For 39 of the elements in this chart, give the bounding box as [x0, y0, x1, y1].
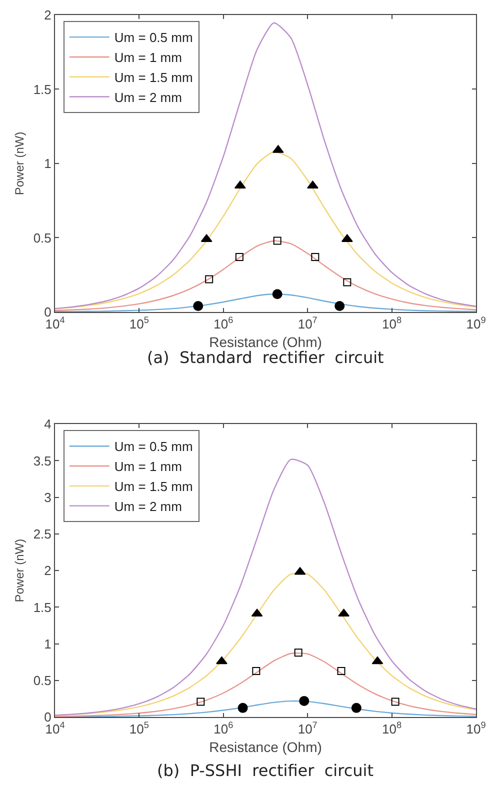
text: (b) P-SSHI rectifier circuit	[157, 761, 374, 780]
y-tick-label: 2	[44, 8, 52, 23]
y-tick-label: 1	[44, 636, 52, 652]
legend-label: Um = 1.5 mm	[114, 70, 193, 85]
y-axis-title: Power (nW)	[12, 538, 27, 602]
y-tick-label: 1	[44, 156, 52, 172]
y-axis-title: Power (nW)	[12, 132, 27, 196]
legend-label: Um = 2 mm	[114, 90, 182, 105]
line-series	[55, 458, 476, 716]
y-tick-label: 3	[44, 490, 52, 505]
legend-label: Um = 1 mm	[114, 459, 182, 474]
legend-label: Um = 2 mm	[114, 498, 182, 514]
x-tick-label: 10$^{8}$	[382, 720, 402, 737]
x-tick-label: 10$^{9}$	[466, 315, 486, 332]
legend-label: Um = 0.5 mm	[114, 439, 193, 454]
legend-label: Um = 1.5 mm	[114, 479, 193, 494]
y-tick-label: 2	[44, 563, 52, 578]
y-tick-label: 0.5	[33, 230, 52, 246]
x-tick-label: 10$^{6}$	[214, 315, 234, 332]
x-tick-label: 10$^{7}$	[298, 315, 318, 332]
x-axis-title: Resistance (Ohm)	[209, 738, 322, 755]
line-series	[55, 22, 476, 310]
x-tick-label: 10$^{8}$	[382, 315, 402, 332]
y-tick-label: 3.5	[33, 453, 52, 468]
x-tick-label: 10$^{5}$	[129, 315, 149, 332]
y-tick-label: 4	[44, 416, 52, 432]
x-axis-title: Resistance (Ohm)	[209, 334, 322, 350]
line-series	[55, 572, 476, 716]
x-tick-label: 10$^{6}$	[214, 720, 234, 737]
y-tick-label: 0.5	[33, 673, 52, 688]
x-tick-label: 10$^{5}$	[129, 720, 149, 737]
legend-label: Um = 1 mm	[114, 50, 182, 66]
y-tick-label: 2.5	[33, 526, 52, 542]
x-tick-label: 10$^{9}$	[466, 720, 486, 737]
x-tick-label: 10$^{7}$	[298, 720, 318, 737]
y-tick-label: 1.5	[33, 600, 52, 615]
y-tick-label: 1.5	[33, 82, 52, 97]
line-series	[55, 652, 476, 718]
legend-label: Um = 0.5 mm	[114, 30, 193, 46]
